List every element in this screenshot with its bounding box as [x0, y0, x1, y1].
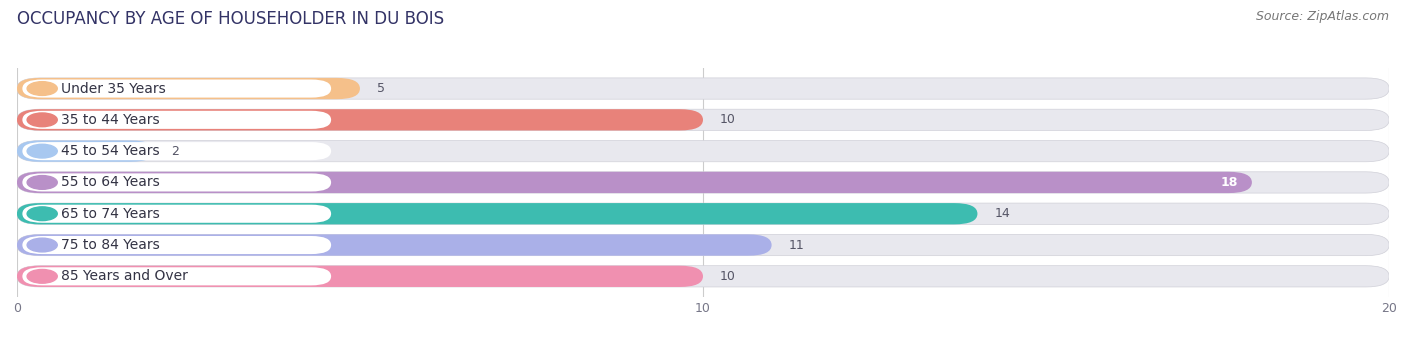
FancyBboxPatch shape	[17, 266, 703, 287]
FancyBboxPatch shape	[17, 109, 703, 131]
FancyBboxPatch shape	[17, 234, 772, 256]
Text: 85 Years and Over: 85 Years and Over	[62, 269, 188, 283]
FancyBboxPatch shape	[22, 79, 332, 98]
Circle shape	[27, 176, 58, 189]
Circle shape	[27, 144, 58, 158]
Text: 35 to 44 Years: 35 to 44 Years	[62, 113, 160, 127]
FancyBboxPatch shape	[17, 172, 1251, 193]
Text: 65 to 74 Years: 65 to 74 Years	[62, 207, 160, 221]
Text: 55 to 64 Years: 55 to 64 Years	[62, 175, 160, 190]
FancyBboxPatch shape	[22, 173, 332, 192]
FancyBboxPatch shape	[22, 267, 332, 285]
Text: 10: 10	[720, 270, 735, 283]
FancyBboxPatch shape	[22, 111, 332, 129]
Circle shape	[27, 207, 58, 221]
FancyBboxPatch shape	[17, 234, 1389, 256]
Text: Under 35 Years: Under 35 Years	[62, 81, 166, 95]
Text: 2: 2	[172, 145, 179, 158]
FancyBboxPatch shape	[17, 203, 1389, 224]
Text: OCCUPANCY BY AGE OF HOUSEHOLDER IN DU BOIS: OCCUPANCY BY AGE OF HOUSEHOLDER IN DU BO…	[17, 10, 444, 28]
Circle shape	[27, 81, 58, 95]
FancyBboxPatch shape	[17, 78, 360, 99]
Text: 75 to 84 Years: 75 to 84 Years	[62, 238, 160, 252]
Text: 11: 11	[789, 239, 804, 252]
FancyBboxPatch shape	[17, 140, 1389, 162]
Text: 14: 14	[994, 207, 1011, 220]
FancyBboxPatch shape	[17, 172, 1389, 193]
FancyBboxPatch shape	[17, 266, 1389, 287]
Circle shape	[27, 269, 58, 283]
FancyBboxPatch shape	[17, 78, 1389, 99]
Text: 45 to 54 Years: 45 to 54 Years	[62, 144, 160, 158]
FancyBboxPatch shape	[17, 109, 1389, 131]
Text: 18: 18	[1220, 176, 1239, 189]
Circle shape	[27, 113, 58, 127]
FancyBboxPatch shape	[22, 142, 332, 160]
Text: 5: 5	[377, 82, 385, 95]
FancyBboxPatch shape	[22, 236, 332, 254]
FancyBboxPatch shape	[17, 203, 977, 224]
Text: 10: 10	[720, 113, 735, 126]
FancyBboxPatch shape	[22, 205, 332, 223]
Text: Source: ZipAtlas.com: Source: ZipAtlas.com	[1256, 10, 1389, 23]
Circle shape	[27, 238, 58, 252]
FancyBboxPatch shape	[17, 140, 155, 162]
